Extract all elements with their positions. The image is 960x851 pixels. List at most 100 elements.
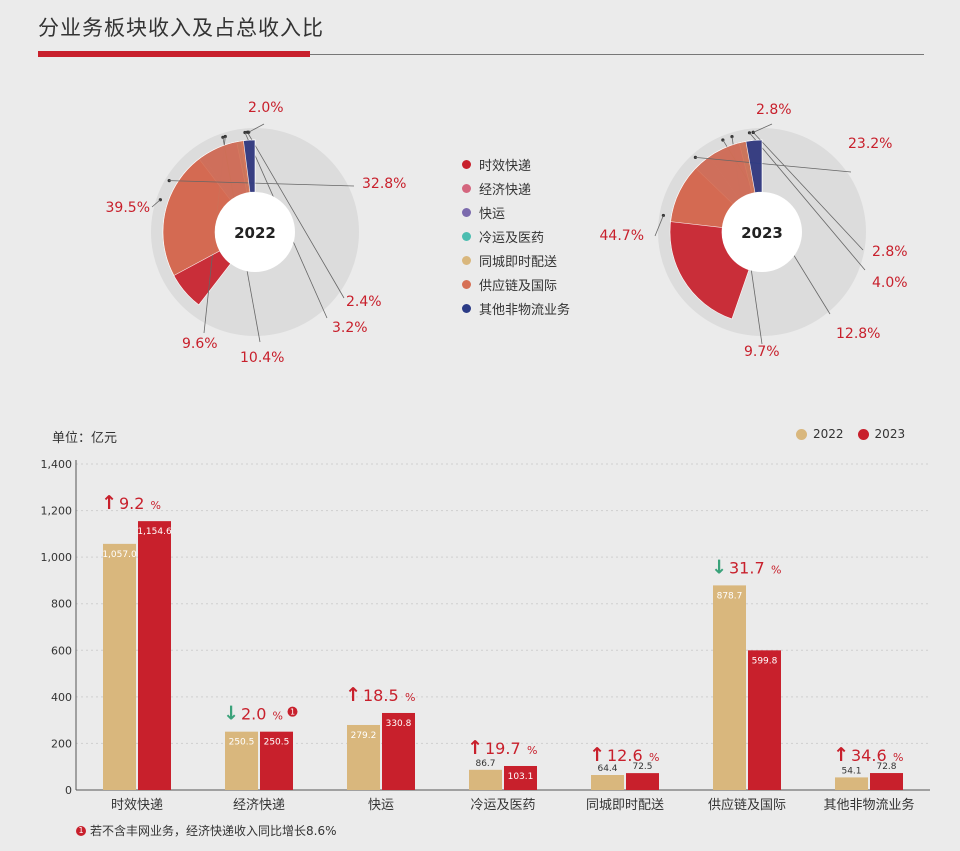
legend-2023-label: 2023 — [874, 427, 906, 441]
footnote-text: 若不含丰网业务，经济快递收入同比增长8.6% — [90, 824, 337, 838]
donut-hole — [215, 192, 295, 272]
bar-2023 — [626, 773, 659, 790]
pie-legend-swatch — [462, 303, 471, 313]
pie-legend-item: 经济快递 — [462, 176, 570, 200]
slice-label: 10.4% — [240, 350, 284, 366]
slice-label: 9.6% — [182, 336, 218, 352]
bar-value-label-2023: 103.1 — [508, 772, 534, 782]
change-value: 18.5 — [363, 686, 399, 705]
bar-value-label-2022: 64.4 — [597, 764, 617, 774]
y-tick-label: 200 — [51, 737, 72, 750]
arrow-up-icon: ↑ — [833, 744, 849, 766]
bar-value-label-2023: 330.8 — [386, 719, 412, 729]
pie-legend-item: 时效快递 — [462, 152, 570, 176]
y-tick-label: 800 — [51, 598, 72, 611]
pie-legend-label: 时效快递 — [479, 158, 532, 174]
arrow-up-icon: ↑ — [467, 737, 483, 759]
x-category-label: 时效快递 — [111, 798, 163, 813]
pie-legend-label: 冷运及医药 — [479, 230, 545, 246]
change-percent-sign: % — [893, 751, 903, 764]
label-leader-line — [749, 132, 866, 271]
bar-2023 — [870, 773, 903, 790]
unit-label: 单位：亿元 — [52, 431, 118, 446]
pie-legend-swatch — [462, 255, 471, 265]
y-tick-label: 400 — [51, 691, 72, 704]
arrow-up-icon: ↑ — [589, 744, 605, 766]
x-category-label: 经济快递 — [233, 798, 285, 813]
label-leader-line — [248, 123, 265, 133]
label-leader-line — [151, 199, 161, 208]
pie-legend-label: 其他非物流业务 — [479, 302, 571, 318]
bar-value-label-2022: 86.7 — [475, 759, 495, 769]
bar-2023 — [504, 765, 537, 790]
change-percent-sign: % — [405, 691, 415, 704]
bar-value-label-2022: 1,057.0 — [102, 550, 137, 560]
pie-legend-label: 快运 — [479, 206, 506, 222]
x-category-label: 同城即时配送 — [586, 798, 664, 813]
bar-value-label-2023: 72.5 — [632, 762, 652, 772]
pie-legend-label: 供应链及国际 — [479, 278, 558, 294]
bar-2023 — [260, 731, 293, 790]
pie-legend-swatch — [462, 159, 471, 169]
bar-2022 — [591, 775, 624, 790]
title-rule — [38, 54, 924, 55]
slice-label: 4.0% — [872, 275, 908, 291]
label-leader-dot — [167, 179, 171, 183]
label-leader-line — [654, 215, 664, 237]
change-percent-sign: % — [649, 751, 659, 764]
bar-value-label-2023: 72.8 — [876, 762, 896, 772]
bar-value-label-2022: 878.7 — [717, 591, 743, 601]
arrow-up-icon: ↑ — [345, 684, 361, 706]
change-percent-sign: % — [273, 710, 283, 723]
bar-2022 — [103, 543, 136, 790]
change-value: 2.0 — [241, 705, 266, 724]
label-leader-dot — [661, 213, 665, 218]
bar-legend: 2022 2023 — [796, 427, 919, 441]
slice-label: 2.0% — [248, 100, 284, 116]
change-percent-sign: % — [527, 744, 537, 757]
arrow-up-icon: ↑ — [101, 492, 117, 514]
arrow-down-icon: ↓ — [711, 556, 727, 578]
pie-legend-swatch — [462, 183, 471, 193]
legend-2022-label: 2022 — [813, 427, 844, 441]
label-leader-line — [169, 180, 355, 187]
slice-label: 32.8% — [362, 176, 406, 192]
label-leader-dot — [247, 130, 251, 134]
bar-value-label-2022: 279.2 — [351, 731, 377, 741]
footnote-badge: 1 — [76, 825, 86, 836]
y-tick-label: 0 — [65, 784, 72, 797]
change-percent-sign: % — [151, 499, 161, 512]
label-leader-line — [753, 123, 773, 133]
bar-value-label-2023: 599.8 — [752, 656, 778, 666]
note-badge-icon — [287, 706, 298, 717]
pie-legend-item: 同城即时配送 — [462, 248, 570, 272]
change-value: 34.6 — [851, 746, 887, 765]
slice-label: 23.2% — [848, 136, 892, 152]
change-percent-sign: % — [771, 563, 781, 576]
bar-value-label-2023: 250.5 — [264, 738, 290, 748]
bar-value-label-2022: 54.1 — [841, 766, 861, 776]
label-leader-dot — [243, 130, 247, 135]
bar-2022 — [225, 731, 258, 790]
donut-hole — [722, 192, 802, 272]
pie-legend: 时效快递经济快递快运冷运及医药同城即时配送供应链及国际 其他非物流业务 — [462, 152, 570, 320]
bar-2022 — [835, 777, 868, 790]
label-leader-line — [247, 132, 345, 299]
bar-2022 — [469, 769, 502, 790]
x-category-label: 快运 — [368, 798, 394, 813]
slice-label: 12.8% — [836, 326, 880, 342]
change-value: 12.6 — [607, 746, 643, 765]
pie-legend-item: 供应链及国际 — [462, 272, 570, 296]
slice-label: 2.8% — [872, 244, 908, 260]
slice-label: 39.5% — [106, 200, 150, 216]
note-badge-number: 1 — [290, 708, 295, 717]
legend-2022: 2022 — [796, 427, 844, 441]
bar-2022 — [713, 585, 746, 790]
slice-label: 44.7% — [600, 228, 644, 244]
pie-legend-swatch — [462, 231, 471, 241]
slice-label: 3.2% — [332, 320, 368, 336]
bar-2023 — [138, 521, 171, 790]
change-value: 31.7 — [729, 558, 765, 577]
legend-2023-swatch — [857, 428, 869, 440]
